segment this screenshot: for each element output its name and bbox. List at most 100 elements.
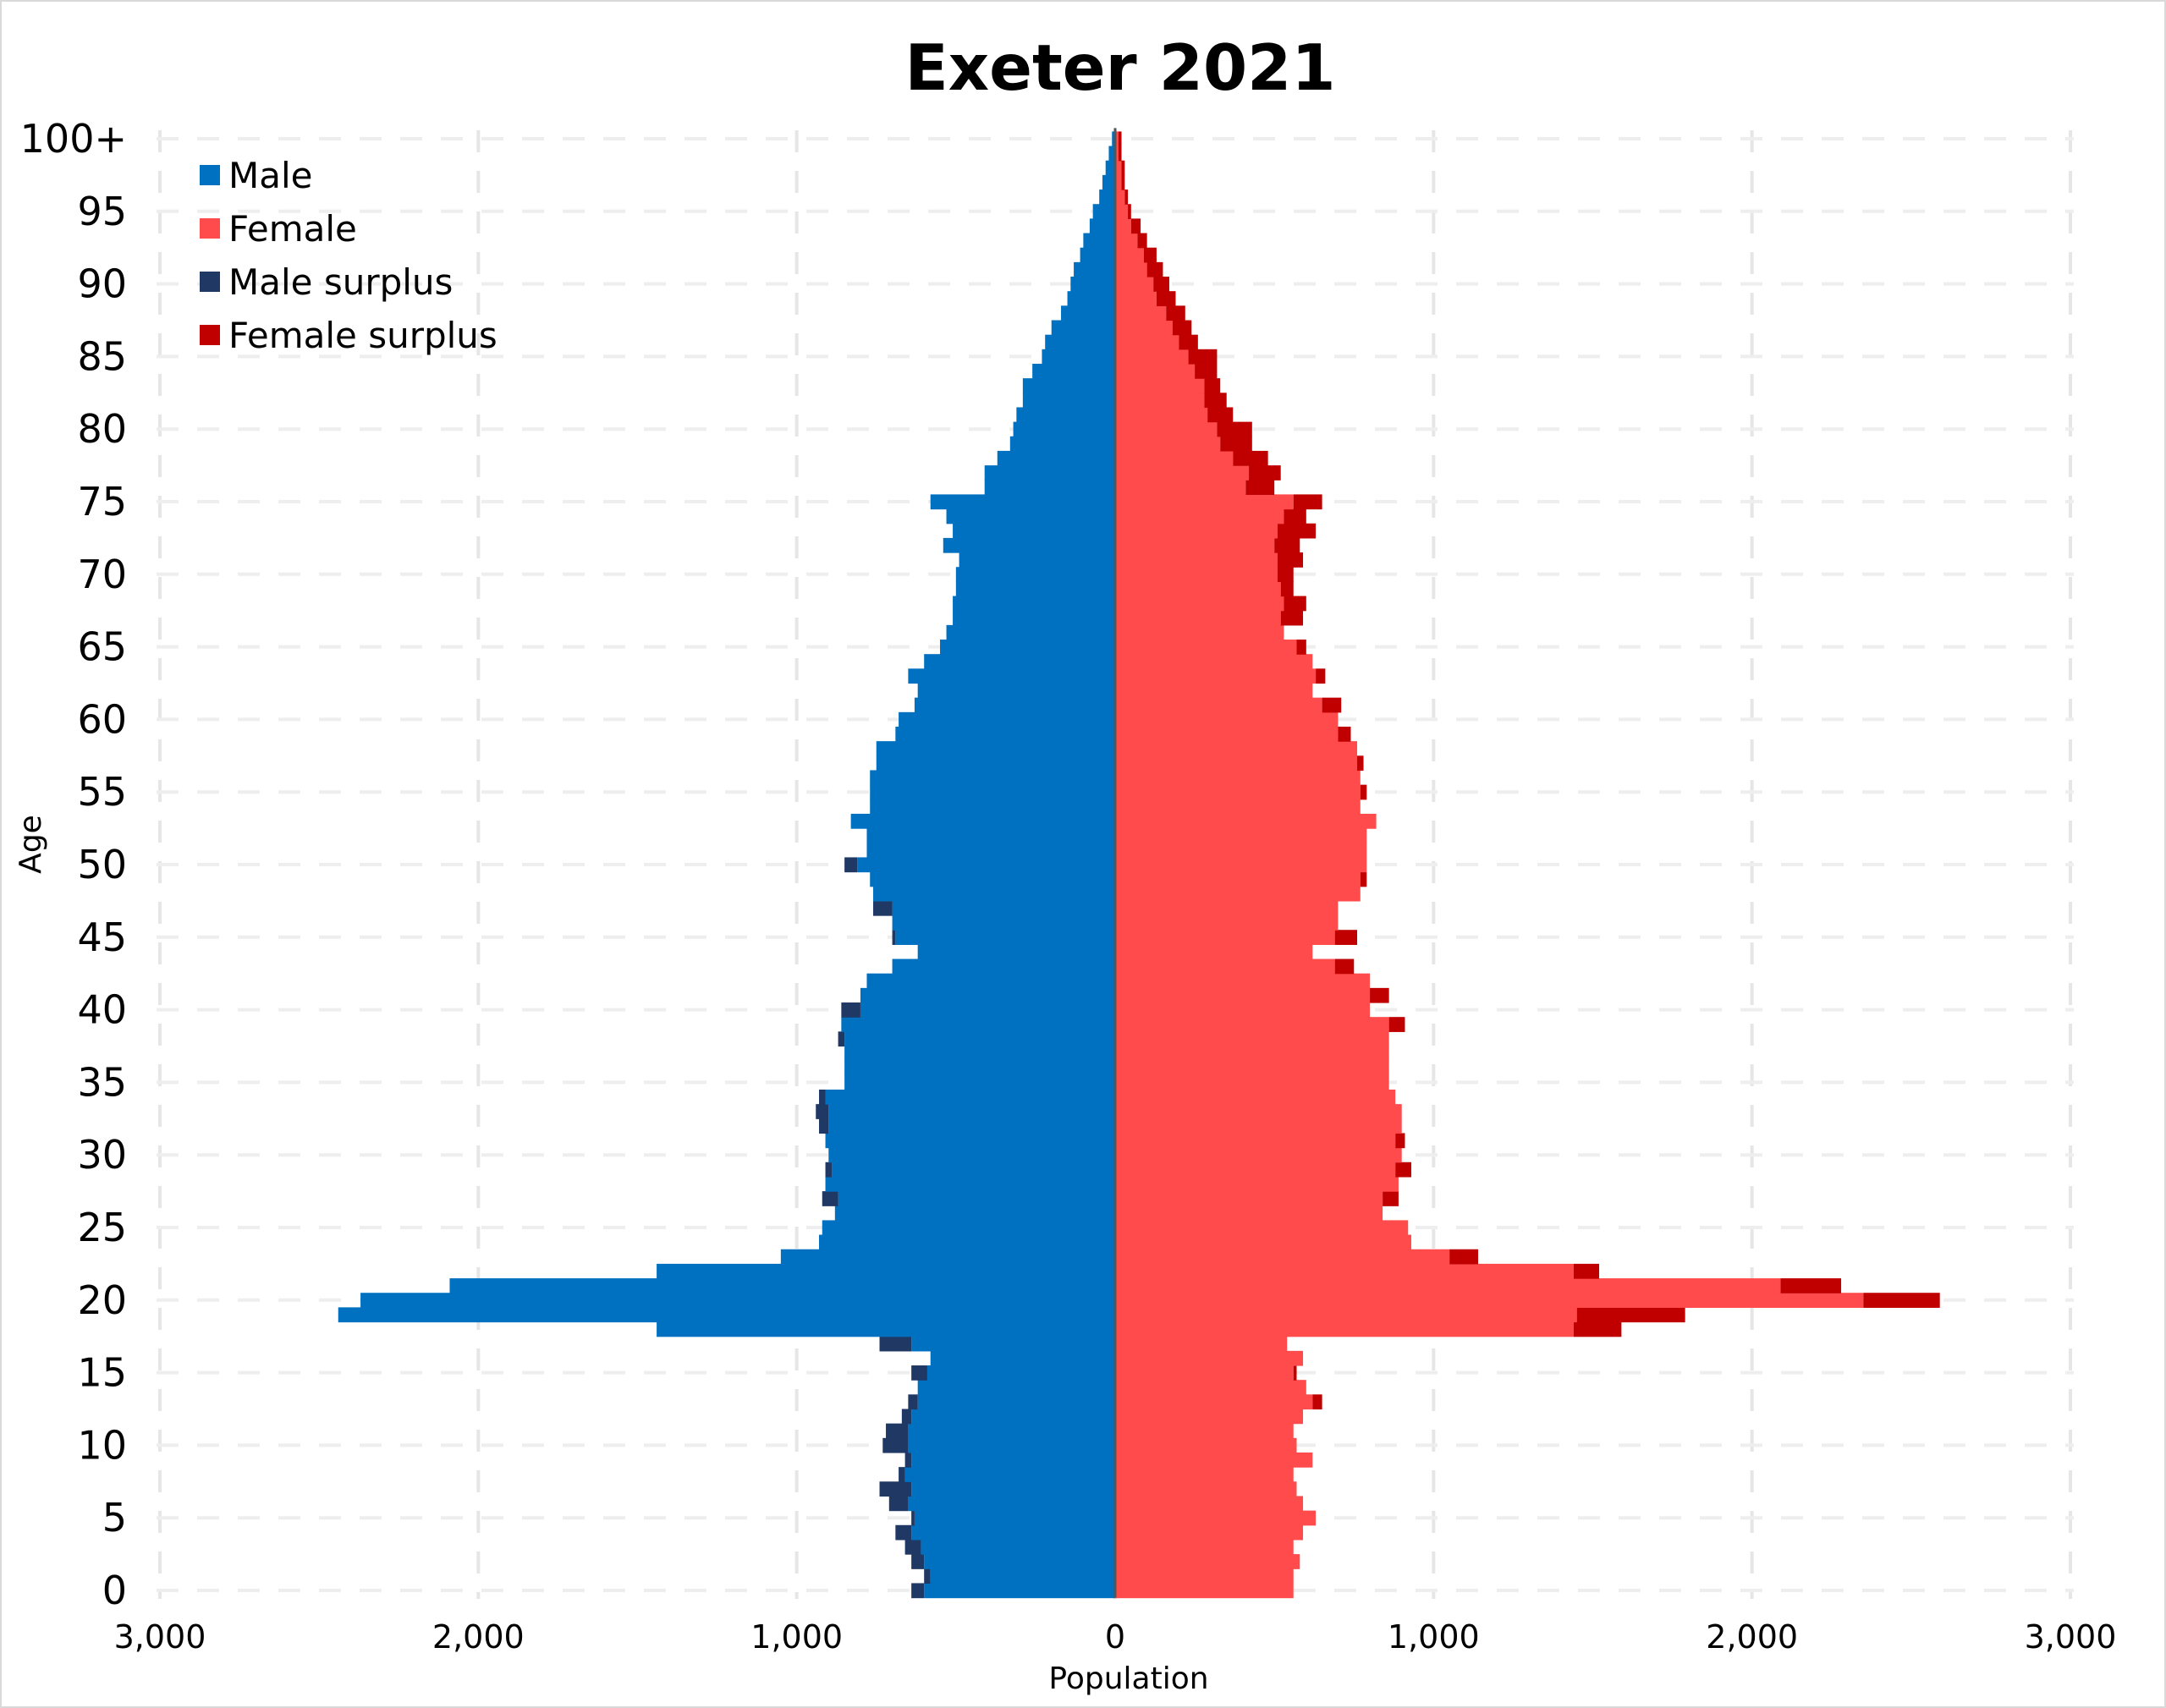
bar-female-age-42: [1115, 973, 1371, 989]
bar-female-age-64: [1115, 654, 1313, 669]
bar-female-age-65: [1115, 640, 1297, 655]
bar-female-age-85: [1115, 349, 1189, 365]
bar-male-surplus-age-17: [879, 1336, 912, 1352]
bar-male-age-38: [844, 1031, 1115, 1047]
bar-female-surplus-age-18: [1573, 1321, 1622, 1337]
bar-female-age-36: [1115, 1060, 1389, 1076]
bar-female-age-79: [1115, 436, 1221, 452]
bar-female-surplus-age-85: [1188, 349, 1218, 365]
bar-female-surplus-age-73: [1277, 523, 1317, 539]
bar-female-age-37: [1115, 1046, 1389, 1062]
bar-female-surplus-age-86: [1179, 334, 1198, 350]
bar-male-age-4: [911, 1524, 1115, 1540]
bar-female-age-87: [1115, 320, 1173, 336]
bar-male-surplus-age-32: [819, 1118, 829, 1134]
bar-female-age-73: [1115, 523, 1278, 539]
bar-male-age-61: [914, 697, 1115, 713]
bar-male-surplus-age-27: [822, 1191, 838, 1206]
y-tick-label: 10: [77, 1422, 127, 1468]
bar-male-age-70: [955, 567, 1115, 582]
bar-male-age-82: [1022, 393, 1115, 409]
bar-male-age-10: [908, 1437, 1115, 1453]
y-tick-label: 100+: [20, 116, 127, 162]
bar-female-age-13: [1115, 1394, 1313, 1410]
bar-female-age-10: [1115, 1437, 1297, 1453]
bar-female-age-51: [1115, 843, 1367, 859]
bar-female-surplus-age-74: [1284, 508, 1306, 524]
bar-male-age-17: [911, 1336, 1115, 1352]
bar-female-age-47: [1115, 900, 1339, 916]
bar-male-surplus-age-15: [911, 1365, 927, 1381]
bar-female-age-0: [1115, 1583, 1294, 1599]
bar-male-age-90: [1070, 277, 1115, 292]
bar-male-age-66: [946, 624, 1115, 640]
bar-female-age-75: [1115, 494, 1294, 510]
bar-female-age-55: [1115, 784, 1361, 800]
bar-female-age-61: [1115, 697, 1322, 713]
bar-female-age-25: [1115, 1220, 1409, 1236]
legend-label: Female: [228, 208, 357, 250]
bar-female-age-24: [1115, 1234, 1411, 1250]
bar-female-surplus-age-81: [1207, 407, 1234, 423]
bar-female-surplus-age-55: [1360, 784, 1367, 800]
bar-male-age-89: [1067, 291, 1115, 306]
bar-male-age-34: [825, 1089, 1115, 1105]
bar-male-surplus-age-47: [872, 900, 893, 916]
bar-female-age-4: [1115, 1524, 1304, 1540]
y-tick-label: 30: [77, 1132, 127, 1178]
bar-female-age-84: [1115, 363, 1196, 379]
bar-male-age-78: [997, 450, 1115, 466]
bar-female-age-71: [1115, 552, 1278, 568]
bar-female-age-8: [1115, 1467, 1294, 1482]
bar-female-surplus-age-39: [1388, 1017, 1405, 1032]
bar-male-age-31: [825, 1133, 1115, 1149]
bar-female-age-34: [1115, 1089, 1396, 1105]
bar-female-age-17: [1115, 1336, 1288, 1352]
bar-female-age-16: [1115, 1350, 1304, 1366]
bar-male-age-2: [924, 1554, 1115, 1569]
bar-male-surplus-age-4: [895, 1524, 912, 1540]
bar-male-age-19: [338, 1307, 1115, 1323]
bar-female-age-28: [1115, 1176, 1399, 1192]
bar-male-age-39: [841, 1017, 1115, 1032]
bar-male-age-69: [955, 581, 1115, 597]
bar-female-surplus-age-78: [1233, 450, 1268, 466]
bar-female-age-58: [1115, 741, 1358, 756]
bar-male-age-54: [870, 799, 1115, 815]
bar-female-surplus-age-95: [1128, 204, 1131, 219]
legend-swatch: [200, 218, 220, 239]
x-tick-label: 2,000: [1706, 1618, 1798, 1656]
y-tick-label: 45: [77, 914, 127, 960]
bar-female-age-12: [1115, 1409, 1304, 1425]
bar-female-surplus-age-83: [1204, 378, 1221, 393]
bar-female-age-14: [1115, 1380, 1306, 1395]
bar-female-surplus-age-69: [1280, 581, 1294, 597]
bar-female-surplus-age-49: [1360, 871, 1367, 887]
bar-female-age-32: [1115, 1118, 1402, 1134]
bar-male-age-65: [940, 640, 1115, 655]
bar-female-age-27: [1115, 1191, 1383, 1206]
bar-female-age-20: [1115, 1293, 1864, 1308]
legend-label: Male: [228, 155, 312, 196]
bar-female-surplus-age-21: [1780, 1278, 1842, 1293]
bar-male-age-41: [860, 987, 1115, 1003]
bar-female-surplus-age-13: [1312, 1394, 1322, 1410]
bar-male-age-12: [911, 1409, 1115, 1425]
bar-female-age-59: [1115, 726, 1339, 742]
bar-male-age-0: [924, 1583, 1115, 1599]
bar-female-age-9: [1115, 1452, 1313, 1468]
bar-female-surplus-age-70: [1277, 567, 1294, 582]
bar-male-age-13: [917, 1394, 1115, 1410]
bar-male-surplus-age-1: [924, 1568, 931, 1584]
bar-male-age-11: [908, 1423, 1115, 1439]
bar-female-surplus-age-96: [1124, 189, 1129, 205]
legend-label: Female surplus: [228, 315, 498, 356]
x-tick-label: 3,000: [114, 1618, 206, 1656]
bar-female-age-92: [1115, 247, 1144, 263]
x-axis-label: Population: [1048, 1661, 1208, 1696]
bar-female-surplus-age-100+: [1118, 131, 1122, 147]
bar-female-age-70: [1115, 567, 1278, 582]
x-tick-label: 0: [1105, 1618, 1125, 1656]
bar-female-age-100+: [1115, 131, 1119, 147]
bar-female-age-22: [1115, 1263, 1574, 1279]
